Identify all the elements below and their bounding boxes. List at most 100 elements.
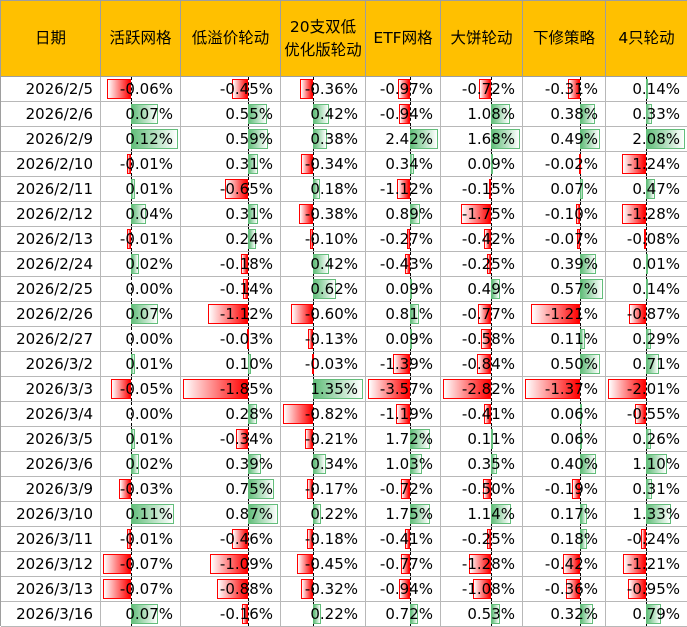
date-text: 2026/2/11: [16, 180, 93, 198]
date-text: 2026/2/27: [16, 330, 93, 348]
value-text: 1.35%: [310, 380, 358, 398]
date-cell: 2026/3/12: [1, 552, 101, 577]
data-bar: [130, 504, 175, 524]
value-text: -0.25%: [461, 530, 515, 548]
value-text: 0.07%: [550, 180, 598, 198]
data-bar: [409, 454, 422, 474]
axis-line: [645, 302, 647, 326]
value-text: 0.06%: [550, 430, 598, 448]
data-bar: [627, 579, 646, 599]
value-text: 1.72%: [385, 430, 433, 448]
data-bar: [247, 454, 262, 474]
value-cell: 0.40%: [523, 452, 606, 477]
header-cell: 20支双低优化版轮动: [281, 1, 366, 77]
axis-line: [491, 302, 493, 326]
date-cell: 2026/2/9: [1, 127, 101, 152]
value-text: 0.22%: [310, 505, 358, 523]
value-text: -0.13%: [304, 330, 358, 348]
value-cell: -1.19%: [366, 402, 441, 427]
date-text: 2026/3/3: [25, 380, 93, 398]
data-bar: [130, 454, 139, 474]
value-text: -1.09%: [219, 555, 273, 573]
value-text: -0.01%: [119, 530, 173, 548]
value-cell: -0.87%: [606, 302, 687, 327]
value-cell: -0.03%: [181, 327, 281, 352]
value-cell: 0.32%: [523, 602, 606, 627]
value-text: -1.19%: [379, 405, 433, 423]
data-bar: [579, 154, 582, 174]
data-bar: [621, 204, 646, 224]
value-cell: -0.46%: [181, 527, 281, 552]
value-cell: 0.49%: [441, 277, 523, 302]
value-cell: 0.11%: [101, 502, 181, 527]
data-bar: [645, 279, 649, 299]
data-bar: [580, 429, 583, 449]
date-cell: 2026/2/26: [1, 302, 101, 327]
data-bar: [312, 354, 315, 374]
value-cell: -1.28%: [441, 552, 523, 577]
value-cell: -0.02%: [523, 152, 606, 177]
value-cell: -0.25%: [441, 252, 523, 277]
date-text: 2026/2/12: [16, 205, 93, 223]
value-text: -0.87%: [626, 305, 680, 323]
data-bar: [301, 579, 314, 599]
value-cell: 0.31%: [606, 477, 687, 502]
data-bar: [577, 229, 581, 249]
data-bar: [580, 604, 593, 624]
value-cell: 0.01%: [606, 252, 687, 277]
value-cell: -0.42%: [441, 227, 523, 252]
data-bar: [296, 554, 314, 574]
axis-line: [580, 377, 582, 401]
date-text: 2026/3/10: [16, 505, 93, 523]
value-cell: 1.14%: [441, 502, 523, 527]
date-text: 2026/3/13: [16, 580, 93, 598]
value-text: -0.01%: [119, 155, 173, 173]
value-cell: 0.14%: [606, 277, 687, 302]
value-text: 0.72%: [385, 605, 433, 623]
date-text: 2026/2/25: [16, 280, 93, 298]
header-cell: 日期: [1, 1, 101, 77]
axis-line: [130, 227, 132, 251]
value-cell: 0.07%: [101, 602, 181, 627]
value-cell: 0.22%: [281, 502, 366, 527]
value-text: 1.33%: [632, 505, 680, 523]
axis-line: [580, 552, 582, 576]
data-bar: [622, 154, 646, 174]
value-text: -0.36%: [304, 80, 358, 98]
axis-line: [580, 302, 582, 326]
value-text: 0.38%: [310, 130, 358, 148]
value-cell: 0.55%: [181, 102, 281, 127]
data-bar: [130, 104, 159, 124]
header-cell: 活跃网格: [101, 1, 181, 77]
data-bar: [563, 554, 581, 574]
value-text: -0.36%: [544, 580, 598, 598]
data-bar: [580, 529, 588, 549]
data-bar: [235, 429, 248, 449]
data-bar: [247, 154, 259, 174]
data-bar: [291, 304, 314, 324]
header-cell: 下修策略: [523, 1, 606, 77]
value-cell: 0.47%: [606, 177, 687, 202]
value-text: -0.58%: [461, 330, 515, 348]
value-text: -0.10%: [544, 205, 598, 223]
data-bar: [409, 154, 414, 174]
value-text: 0.55%: [225, 105, 273, 123]
axis-line: [580, 227, 582, 251]
value-cell: 0.28%: [181, 402, 281, 427]
date-cell: 2026/3/3: [1, 377, 101, 402]
value-text: 0.01%: [125, 430, 173, 448]
data-bar: [409, 279, 412, 299]
value-text: -0.45%: [219, 80, 273, 98]
value-text: -1.21%: [544, 305, 598, 323]
value-text: -0.32%: [304, 580, 358, 598]
axis-line: [580, 77, 582, 101]
data-bar: [623, 554, 646, 574]
axis-line: [247, 577, 249, 601]
value-cell: 0.12%: [101, 127, 181, 152]
date-cell: 2026/3/5: [1, 427, 101, 452]
value-cell: -0.08%: [606, 227, 687, 252]
data-bar: [488, 179, 492, 199]
data-bar: [126, 529, 131, 549]
data-bar: [216, 579, 248, 599]
